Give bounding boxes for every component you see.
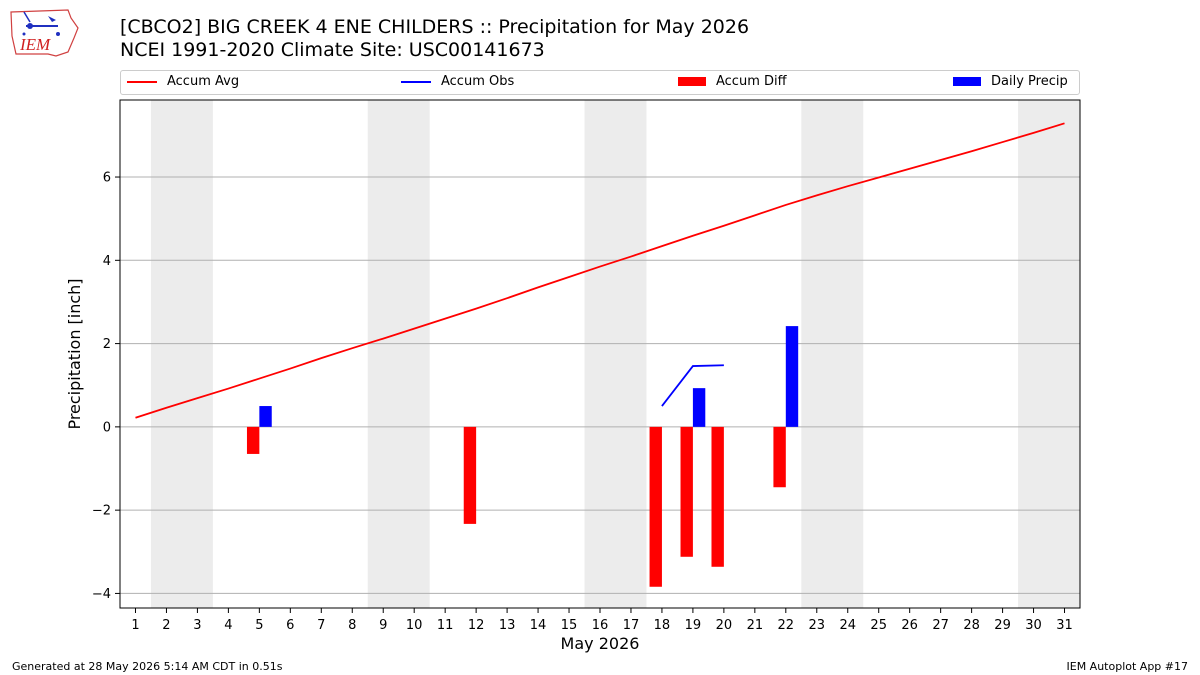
x-tick-label: 9: [379, 618, 387, 633]
legend-label-accum-obs: Accum Obs: [441, 74, 515, 89]
y-tick-label: 2: [103, 337, 111, 352]
x-tick-label: 4: [224, 618, 232, 633]
iem-logo-icon: IEM: [8, 6, 80, 58]
x-tick-label: 14: [530, 618, 547, 633]
legend-swatch-accum-avg: [127, 80, 157, 83]
x-tick-label: 17: [623, 618, 640, 633]
legend-item-accum-diff: Accum Diff: [678, 74, 787, 89]
y-tick-label: 6: [103, 171, 111, 186]
footer-generated: Generated at 28 May 2026 5:14 AM CDT in …: [12, 660, 283, 673]
y-tick-label: −4: [92, 587, 111, 602]
weekend-shade: [584, 100, 647, 608]
legend-swatch-accum-obs: [401, 80, 431, 83]
x-tick-label: 11: [437, 618, 454, 633]
x-tick-label: 15: [561, 618, 578, 633]
legend-item-accum-avg: Accum Avg: [127, 74, 239, 89]
x-tick-label: 20: [716, 618, 733, 633]
x-tick-label: 1: [131, 618, 139, 633]
legend-swatch-accum-diff: [678, 77, 706, 86]
legend-swatch-daily-precip: [953, 77, 981, 86]
legend-item-accum-obs: Accum Obs: [401, 74, 514, 89]
legend: Accum Avg Accum Obs Accum Diff Daily Pre…: [120, 70, 1080, 95]
x-tick-label: 19: [685, 618, 702, 633]
x-tick-label: 26: [901, 618, 918, 633]
x-tick-label: 29: [994, 618, 1011, 633]
legend-label-accum-avg: Accum Avg: [167, 74, 240, 89]
legend-item-daily-precip: Daily Precip: [953, 74, 1068, 89]
x-tick-label: 13: [499, 618, 516, 633]
chart-title: [CBCO2] BIG CREEK 4 ENE CHILDERS :: Prec…: [120, 16, 750, 38]
x-tick-label: 24: [839, 618, 856, 633]
x-tick-label: 22: [778, 618, 795, 633]
x-tick-label: 7: [317, 618, 325, 633]
x-tick-label: 30: [1025, 618, 1042, 633]
legend-label-daily-precip: Daily Precip: [991, 74, 1068, 89]
x-tick-label: 2: [162, 618, 170, 633]
accum-diff-bar: [773, 426, 786, 488]
chart-subtitle: NCEI 1991-2020 Climate Site: USC00141673: [120, 39, 545, 61]
accum-diff-bar: [711, 426, 724, 567]
x-tick-label: 18: [654, 618, 671, 633]
x-tick-label: 8: [348, 618, 356, 633]
x-tick-label: 3: [193, 618, 201, 633]
legend-label-accum-diff: Accum Diff: [716, 74, 787, 89]
x-tick-label: 12: [468, 618, 485, 633]
footer-app: IEM Autoplot App #17: [1066, 660, 1189, 673]
accum-avg-line: [135, 122, 1065, 419]
svg-text:IEM: IEM: [19, 35, 51, 54]
x-tick-label: 5: [255, 618, 263, 633]
daily-precip-bar: [785, 326, 799, 427]
x-axis-label: May 2026: [561, 634, 640, 653]
accum-obs-line: [661, 364, 724, 407]
x-tick-label: 10: [406, 618, 423, 633]
accum-diff-bar: [246, 426, 260, 454]
y-tick-label: −2: [92, 504, 111, 519]
x-tick-label: 21: [747, 618, 764, 633]
weekend-shade: [367, 100, 430, 608]
x-tick-label: 28: [963, 618, 980, 633]
x-tick-label: 23: [809, 618, 826, 633]
x-tick-label: 27: [932, 618, 949, 633]
x-tick-label: 31: [1056, 618, 1073, 633]
daily-precip-bar: [259, 406, 272, 427]
weekend-shade: [150, 100, 213, 608]
y-axis-label: Precipitation [inch]: [65, 278, 84, 429]
y-tick-label: 0: [103, 420, 111, 435]
accum-diff-bar: [649, 426, 662, 587]
x-tick-label: 16: [592, 618, 609, 633]
y-tick-label: 4: [103, 254, 111, 269]
weekend-shade: [1018, 100, 1080, 608]
x-tick-label: 6: [286, 618, 294, 633]
weekend-shade: [801, 100, 864, 608]
x-tick-label: 25: [870, 618, 887, 633]
accum-diff-bar: [463, 426, 477, 524]
daily-precip-bar: [692, 388, 706, 427]
accum-diff-bar: [680, 426, 693, 557]
